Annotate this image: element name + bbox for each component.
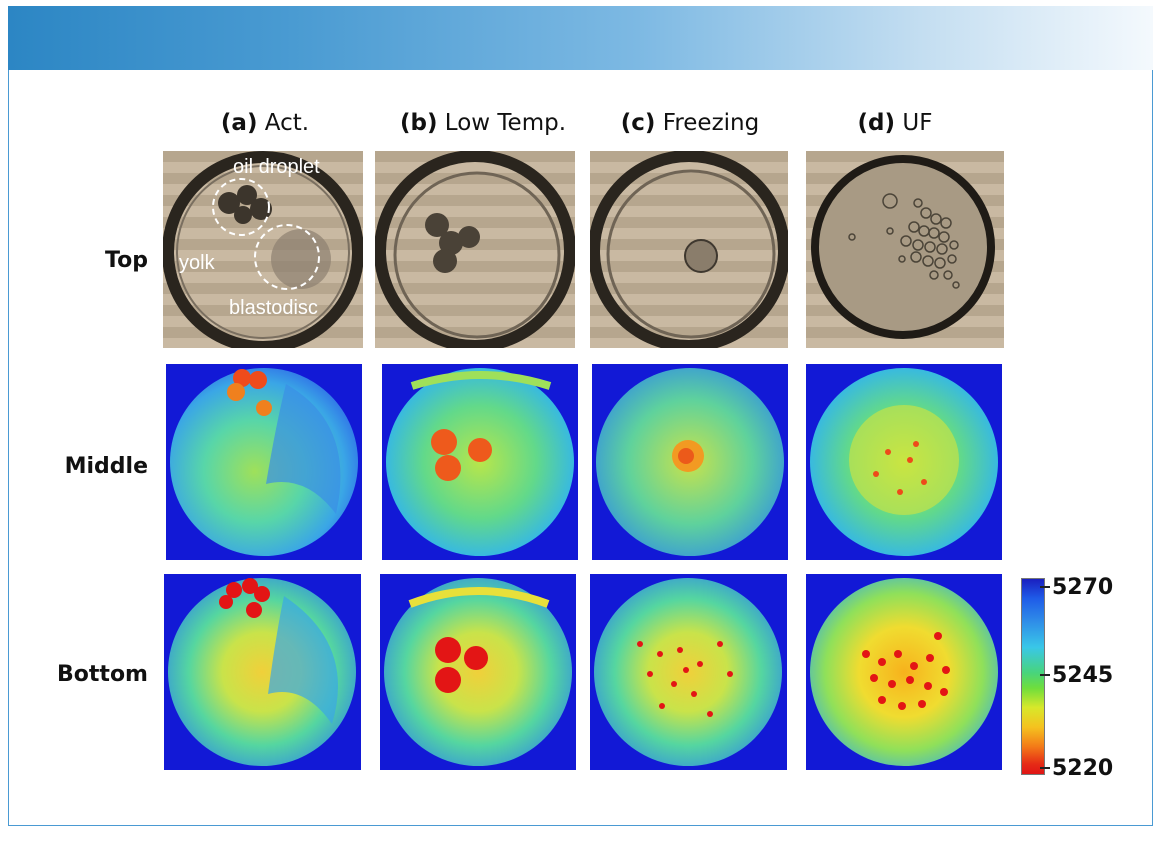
- header-bar: [8, 6, 1153, 70]
- photo-act-top: oil droplet yolk blastodisc: [163, 151, 363, 348]
- column-label-act: (a) Act.: [220, 110, 310, 136]
- colorbar-tick-mid: [1040, 674, 1050, 676]
- heatmap-freezing-middle: [592, 364, 788, 560]
- colorbar-label-min: 5220: [1052, 756, 1114, 781]
- column-label-low-temp: (b) Low Temp.: [399, 110, 567, 136]
- row-label-bottom: Bottom: [57, 662, 148, 687]
- heatmap-uf-middle: [806, 364, 1002, 560]
- photo-uf-top: [806, 151, 1004, 348]
- row-label-middle: Middle: [64, 454, 148, 479]
- colorbar-label-mid: 5245: [1052, 663, 1114, 688]
- annotation-blastodisc: blastodisc: [229, 297, 318, 319]
- colorbar-tick-min: [1040, 767, 1050, 769]
- colorbar: [1021, 578, 1045, 775]
- heatmap-low-temp-middle: [382, 364, 578, 560]
- heatmap-uf-bottom: [806, 574, 1002, 770]
- annotation-yolk: yolk: [179, 252, 216, 274]
- heatmap-act-bottom: [164, 574, 361, 770]
- annotation-oil-droplet: oil droplet: [233, 156, 320, 178]
- column-label-uf: (d) UF: [857, 110, 933, 136]
- heatmap-freezing-bottom: [590, 574, 787, 770]
- photo-freezing-top: [590, 151, 788, 348]
- colorbar-tick-max: [1040, 586, 1050, 588]
- row-label-top: Top: [105, 248, 148, 273]
- heatmap-act-middle: [166, 364, 362, 560]
- column-label-freezing: (c) Freezing: [620, 110, 760, 136]
- photo-low-temp-top: [375, 151, 575, 348]
- colorbar-label-max: 5270: [1052, 575, 1114, 600]
- heatmap-low-temp-bottom: [380, 574, 576, 770]
